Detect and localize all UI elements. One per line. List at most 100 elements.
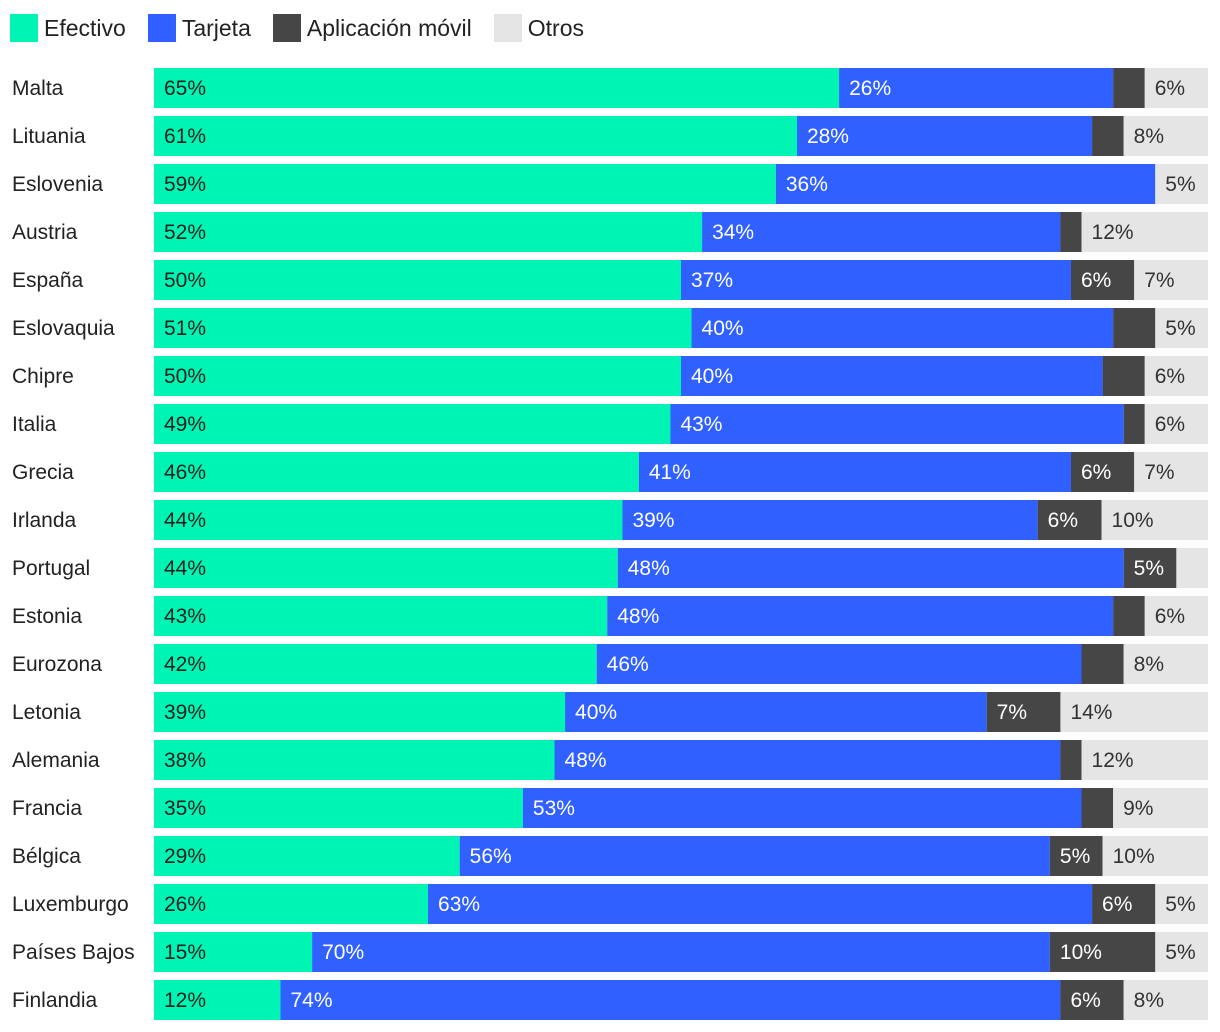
bar-segment-efectivo (154, 884, 429, 924)
value-label-otros: 5% (1165, 317, 1195, 340)
value-label-efectivo: 15% (164, 941, 206, 964)
bar-segment-otros (1144, 404, 1208, 444)
category-label: Bélgica (12, 845, 81, 868)
bar-segment-efectivo (154, 644, 597, 684)
bar-segment-aplicacion-movil (1081, 788, 1114, 828)
bar-segment-efectivo (154, 164, 776, 204)
bar-segment-aplicacion-movil (1060, 980, 1124, 1020)
category-label: Países Bajos (12, 941, 135, 964)
bar-segment-efectivo (154, 308, 692, 348)
bar-segment-efectivo (154, 68, 840, 108)
value-label-otros: 6% (1155, 605, 1185, 628)
bar-segment-aplicacion-movil (1070, 452, 1135, 492)
category-label: España (12, 269, 84, 292)
bar-segment-efectivo (154, 836, 460, 876)
value-label-efectivo: 50% (164, 269, 206, 292)
value-label-otros: 6% (1155, 413, 1185, 436)
bar-segment-otros (1060, 692, 1208, 732)
legend-item-otros: Otros (493, 14, 585, 42)
value-label-otros: 6% (1155, 77, 1185, 100)
bar-segment-otros (1113, 788, 1208, 828)
category-label: Irlanda (12, 509, 77, 532)
value-label-tarjeta: 46% (607, 653, 649, 676)
bar-segment-aplicacion-movil (1037, 500, 1102, 540)
bar-segment-otros (1123, 116, 1208, 156)
bar-segment-efectivo (154, 500, 623, 540)
bar-segment-tarjeta (681, 356, 1103, 396)
value-label-otros: 14% (1070, 701, 1112, 724)
category-label: Lituania (12, 125, 86, 148)
legend-item-efectivo: Efectivo (10, 14, 126, 42)
category-label: Austria (12, 221, 78, 244)
value-label-aplicacion-movil: 6% (1102, 893, 1132, 916)
bar-segment-tarjeta (596, 644, 1082, 684)
value-label-tarjeta: 28% (807, 125, 849, 148)
value-label-efectivo: 42% (164, 653, 206, 676)
bar-segment-otros (1144, 356, 1208, 396)
bar-segment-otros (1123, 980, 1208, 1020)
category-label: Alemania (12, 749, 100, 772)
bar-segment-efectivo (154, 260, 681, 300)
bar-segment-otros (1081, 212, 1208, 252)
legend-swatch (272, 14, 301, 42)
value-label-tarjeta: 41% (649, 461, 691, 484)
bar-segment-tarjeta (681, 260, 1071, 300)
bar-segment-efectivo (154, 596, 608, 636)
legend-label: Otros (527, 14, 585, 41)
bar-row-finlandia: Finlandia 12% 74% 6% 8% (12, 980, 1208, 1020)
bar-row-letonia: Letonia 39% 40% 7% 14% (12, 692, 1208, 732)
legend-label: Efectivo (44, 14, 126, 41)
bar-segment-tarjeta (691, 308, 1114, 348)
value-label-efectivo: 43% (164, 605, 206, 628)
value-label-tarjeta: 48% (565, 749, 607, 772)
bar-segment-otros (1155, 884, 1208, 924)
category-label: Letonia (12, 701, 81, 724)
bar-segment-tarjeta (775, 164, 1156, 204)
bar-segment-efectivo (154, 740, 555, 780)
bar-row-alemania: Alemania 38% 48% 12% (12, 740, 1208, 780)
bar-segment-tarjeta (565, 692, 987, 732)
bar-segment-otros (1155, 932, 1208, 972)
value-label-otros: 6% (1155, 365, 1185, 388)
bar-row-espana: España 50% 37% 6% 7% (12, 260, 1208, 300)
bar-row-paises-bajos: Países Bajos 15% 70% 10% 5% (12, 932, 1208, 972)
value-label-otros: 7% (1144, 269, 1174, 292)
bar-segment-aplicacion-movil (986, 692, 1061, 732)
value-label-aplicacion-movil: 7% (997, 701, 1027, 724)
bar-segment-aplicacion-movil (1113, 68, 1145, 108)
bar-segment-otros (1102, 836, 1208, 876)
bar-segment-otros (1134, 260, 1208, 300)
bar-row-chipre: Chipre 50% 40% 6% (12, 356, 1208, 396)
bar-segment-otros (1134, 452, 1208, 492)
value-label-efectivo: 39% (164, 701, 206, 724)
bar-row-francia: Francia 35% 53% 9% (12, 788, 1208, 828)
legend-swatch (10, 14, 38, 42)
bar-segment-otros (1155, 164, 1208, 204)
bar-segment-efectivo (154, 116, 797, 156)
bar-segment-efectivo (154, 692, 566, 732)
category-label: Luxemburgo (12, 893, 129, 916)
value-label-otros: 8% (1134, 653, 1164, 676)
value-label-otros: 12% (1092, 221, 1134, 244)
value-label-otros: 5% (1165, 941, 1195, 964)
bar-segment-tarjeta (554, 740, 1061, 780)
value-label-tarjeta: 40% (575, 701, 617, 724)
bar-row-austria: Austria 52% 34% 12% (12, 212, 1208, 252)
bar-segment-aplicacion-movil (1060, 212, 1082, 252)
bar-segment-aplicacion-movil (1113, 308, 1156, 348)
value-label-tarjeta: 40% (691, 365, 733, 388)
value-label-tarjeta: 26% (849, 77, 891, 100)
value-label-tarjeta: 63% (438, 893, 480, 916)
value-label-otros: 7% (1144, 461, 1174, 484)
bar-segment-otros (1123, 644, 1208, 684)
bar-segment-aplicacion-movil (1049, 836, 1103, 876)
value-label-efectivo: 35% (164, 797, 206, 820)
value-label-aplicacion-movil: 6% (1048, 509, 1078, 532)
category-label: Italia (12, 413, 57, 436)
bar-segment-tarjeta (312, 932, 1050, 972)
legend-swatch (147, 14, 176, 42)
bar-row-eslovaquia: Eslovaquia 51% 40% 5% (12, 308, 1208, 348)
category-label: Eurozona (12, 653, 102, 676)
category-label: Eslovaquia (12, 317, 115, 340)
bar-row-italia: Italia 49% 43% 6% (12, 404, 1208, 444)
